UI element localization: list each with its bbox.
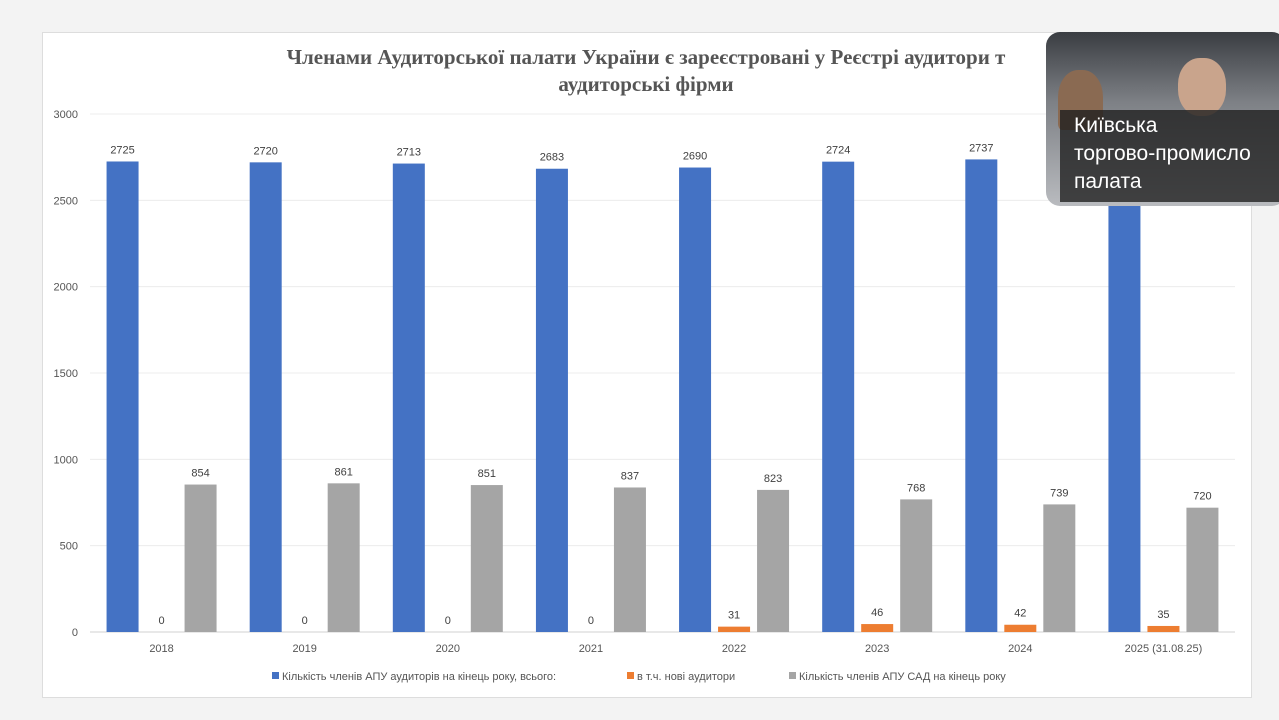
x-tick-label: 2020	[436, 643, 460, 655]
bar-2	[613, 487, 646, 632]
data-label: 2683	[540, 152, 564, 164]
data-label: 2690	[683, 151, 707, 163]
data-label: 2737	[969, 142, 993, 154]
bar-0	[535, 168, 568, 632]
legend-label: Кількість членів АПУ аудиторів на кінець…	[282, 671, 556, 683]
y-tick-label: 2000	[54, 282, 78, 294]
bar-2	[1043, 504, 1076, 632]
data-label: 739	[1050, 487, 1068, 499]
data-label: 2720	[253, 145, 277, 157]
bar-2	[757, 489, 790, 632]
title-line-1: Членами Аудиторської палати України є за…	[286, 45, 1006, 69]
data-label: 861	[335, 466, 353, 478]
x-tick-label: 2018	[149, 643, 173, 655]
bar-2	[184, 484, 217, 632]
bar-0	[249, 162, 282, 632]
video-overlay[interactable]: Київська торгово-промисло палата	[1046, 32, 1279, 206]
data-label: 2713	[397, 147, 421, 159]
data-label: 0	[159, 615, 165, 627]
x-tick-label: 2021	[579, 643, 603, 655]
data-label: 42	[1014, 608, 1026, 620]
data-label: 2724	[826, 145, 850, 157]
bar-0	[822, 161, 855, 632]
bar-0	[392, 163, 425, 632]
bar-1	[861, 624, 894, 632]
x-tick-label: 2022	[722, 643, 746, 655]
y-tick-label: 1500	[54, 368, 78, 380]
data-label: 31	[728, 610, 740, 622]
legend-label: в т.ч. нові аудитори	[637, 671, 735, 683]
data-label: 2725	[110, 144, 134, 156]
bar-2	[1186, 507, 1219, 632]
legend-swatch	[272, 672, 279, 679]
bar-2	[327, 483, 360, 632]
y-tick-label: 0	[72, 627, 78, 639]
bar-0	[1108, 158, 1141, 633]
legend-label: Кількість членів АПУ САД на кінець року	[799, 671, 1006, 683]
x-tick-label: 2019	[292, 643, 316, 655]
chart-title: Членами Аудиторської палати України є за…	[42, 44, 1250, 98]
bar-0	[679, 167, 712, 632]
data-label: 35	[1157, 609, 1169, 621]
person-right	[1178, 58, 1226, 116]
bar-2	[470, 485, 503, 632]
legend-swatch	[627, 672, 634, 679]
bar-1	[1004, 624, 1037, 632]
x-tick-label: 2024	[1008, 643, 1032, 655]
data-label: 0	[445, 615, 451, 627]
bar-2	[900, 499, 933, 632]
bar-1	[718, 626, 751, 632]
data-label: 46	[871, 607, 883, 619]
y-tick-label: 1000	[54, 454, 78, 466]
bar-1	[1147, 625, 1180, 632]
x-tick-label: 2023	[865, 643, 889, 655]
data-label: 837	[621, 470, 639, 482]
data-label: 768	[907, 482, 925, 494]
title-line-2: аудиторські фірми	[558, 72, 734, 96]
data-label: 720	[1193, 491, 1211, 503]
data-label: 0	[588, 615, 594, 627]
bar-0	[106, 161, 139, 632]
y-tick-label: 2500	[54, 195, 78, 207]
y-tick-label: 500	[60, 541, 78, 553]
legend-swatch	[789, 672, 796, 679]
x-tick-label: 2025 (31.08.25)	[1125, 643, 1203, 655]
data-label: 851	[478, 468, 496, 480]
data-label: 0	[302, 615, 308, 627]
bar-0	[965, 159, 998, 633]
data-label: 823	[764, 473, 782, 485]
y-tick-label: 3000	[54, 109, 78, 121]
overlay-caption: Київська торгово-промисло палата	[1060, 110, 1279, 202]
data-label: 854	[191, 468, 209, 480]
